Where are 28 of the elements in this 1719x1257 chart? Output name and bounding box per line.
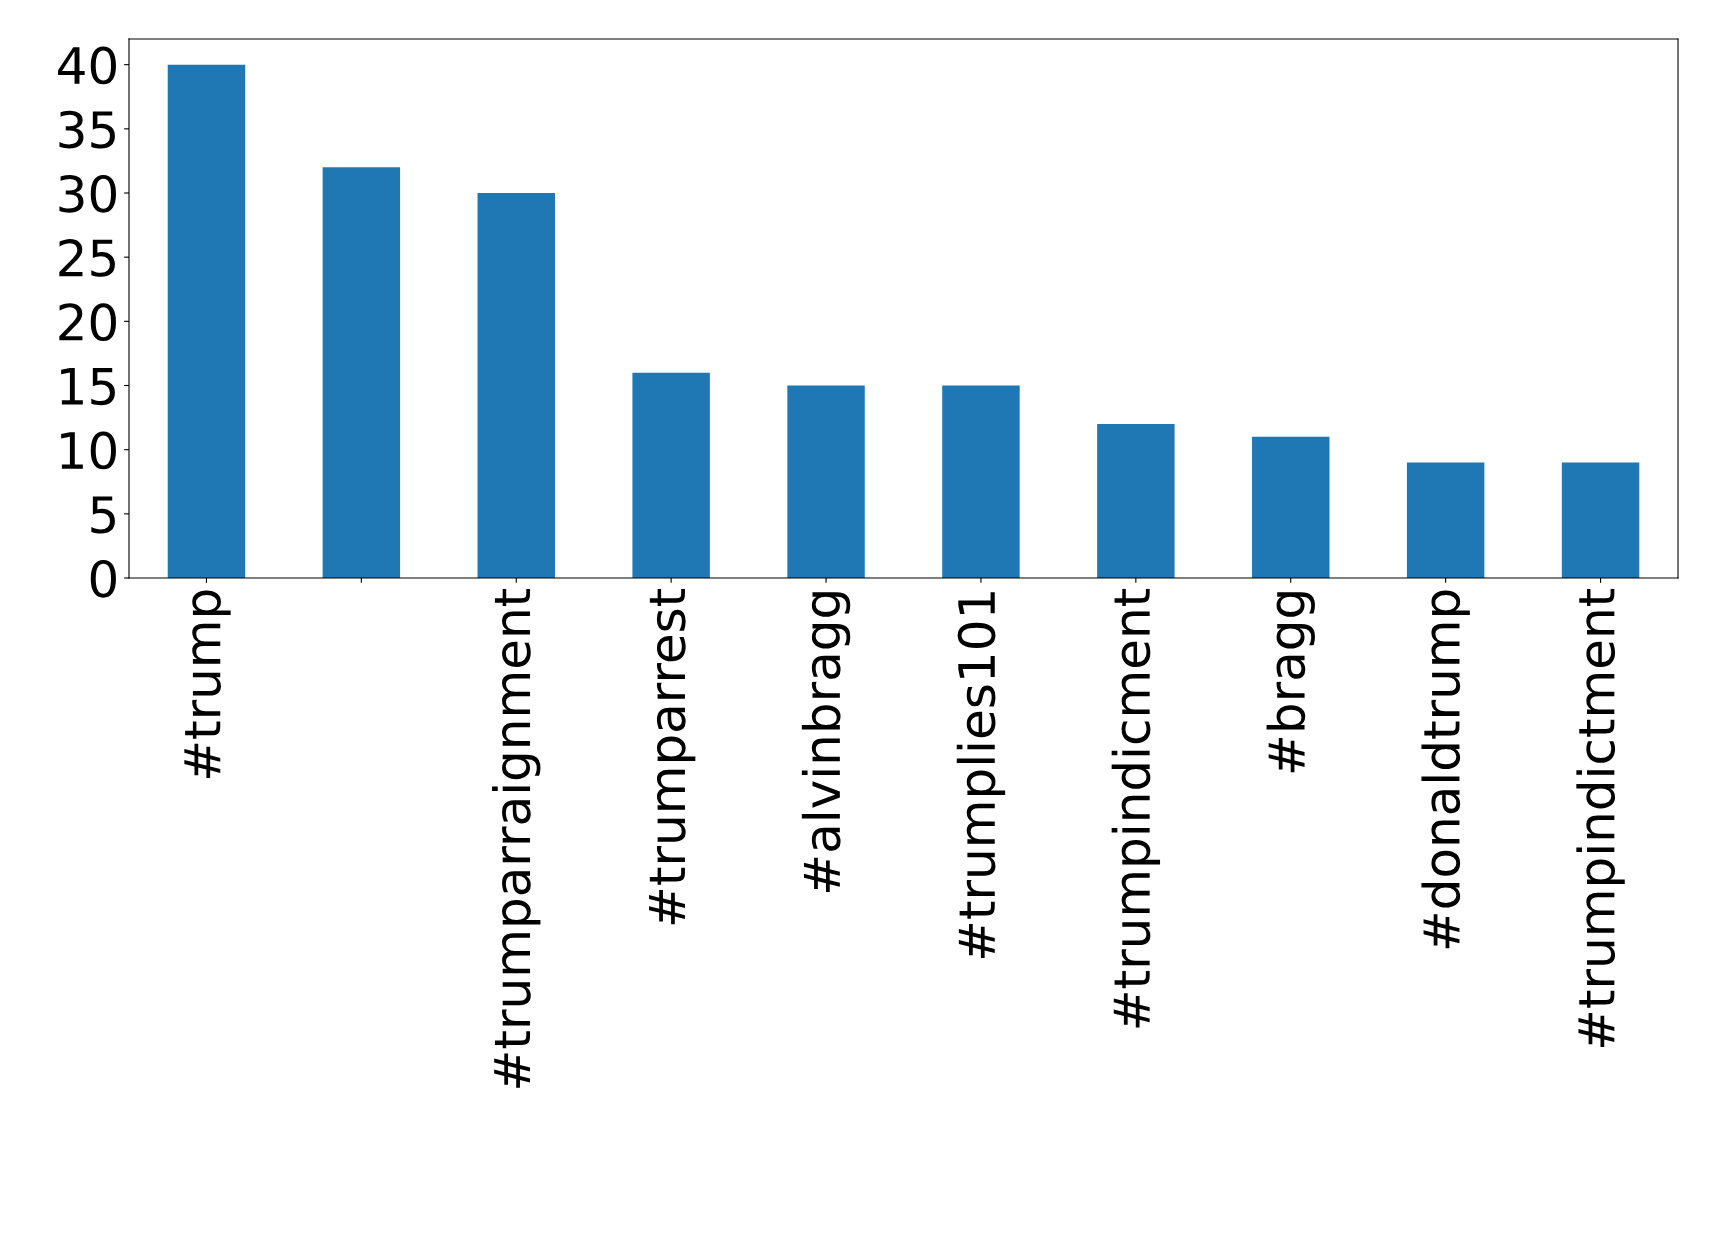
x-tick-label: #donaldtrump	[1421, 590, 1470, 949]
y-tick-label: 10	[61, 431, 116, 470]
x-tick-label: #trumpindicment	[1111, 588, 1161, 1028]
x-tick-label: #bragg	[1266, 592, 1315, 773]
bar	[632, 372, 710, 578]
y-tick-label: 35	[59, 110, 115, 149]
x-tick-label: #trump	[184, 590, 231, 779]
x-tick-label: #trumparraignment	[492, 588, 541, 1088]
bar	[787, 385, 865, 578]
y-tick-label: 5	[91, 496, 115, 534]
x-tick-label: #trumparrest	[649, 588, 696, 925]
x-tick-label: #alvinbragg	[801, 592, 851, 892]
bar	[477, 193, 555, 578]
y-tick-label: 25	[59, 239, 115, 277]
bar	[1252, 436, 1330, 578]
bar	[1097, 424, 1175, 578]
y-tick-label: 15	[61, 368, 115, 406]
bar	[167, 64, 246, 578]
bar	[1406, 462, 1485, 578]
y-tick-label: 20	[59, 303, 116, 342]
x-tick-label: #trumpindictment	[1576, 588, 1625, 1048]
y-tick-label: 30	[59, 174, 116, 213]
y-tick-label: 0	[90, 559, 116, 598]
bar	[1561, 462, 1640, 578]
bar	[942, 385, 1020, 578]
x-tick-label: #trumplies101	[956, 592, 1006, 959]
y-tick-label: 40	[58, 46, 116, 85]
bar	[322, 167, 401, 578]
